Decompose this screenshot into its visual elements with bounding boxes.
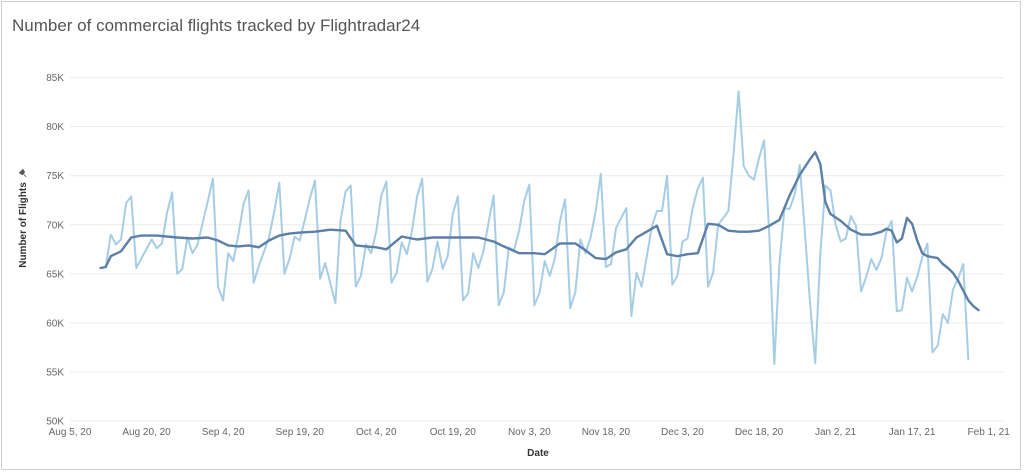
series-lines	[99, 90, 980, 366]
y-tick-label: 50K	[46, 417, 64, 428]
x-tick-label: Dec 3, 20	[661, 427, 704, 438]
x-tick-label: Jan 17, 21	[889, 427, 936, 438]
chart-title: Number of commercial flights tracked by …	[12, 16, 421, 35]
y-tick-label: 60K	[46, 318, 64, 329]
y-tick-label: 85K	[46, 73, 64, 84]
x-tick-label: Nov 3, 20	[508, 427, 551, 438]
x-axis-title: Date	[527, 448, 549, 459]
y-tick-label: 70K	[46, 220, 64, 231]
x-tick-label: Sep 19, 20	[275, 427, 324, 438]
x-tick-label: Nov 18, 20	[582, 427, 631, 438]
series-line-trend	[99, 150, 980, 312]
y-tick-label: 75K	[46, 171, 64, 182]
x-tick-label: Oct 4, 20	[356, 427, 397, 438]
x-tick-label: Dec 18, 20	[735, 427, 784, 438]
y-tick-label: 65K	[46, 269, 64, 280]
y-tick-labels: 50K 55K 60K 65K 70K 75K 80K 85K	[46, 73, 64, 427]
y-tick-label: 55K	[46, 367, 64, 378]
y-tick-label: 80K	[46, 122, 64, 133]
x-tick-label: Oct 19, 20	[430, 427, 477, 438]
gridlines	[70, 77, 1004, 422]
series-line-daily	[99, 90, 970, 366]
y-axis-title: Number of Flights	[18, 182, 29, 268]
pin-icon[interactable]	[18, 168, 29, 179]
x-tick-labels: Aug 5, 20 Aug 20, 20 Sep 4, 20 Sep 19, 20 Oc…	[49, 427, 1011, 438]
x-tick-label: Jan 2, 21	[815, 427, 857, 438]
x-tick-label: Sep 4, 20	[202, 427, 245, 438]
x-tick-label: Aug 20, 20	[122, 427, 171, 438]
y-axis-title-group: Number of Flights	[18, 168, 29, 268]
x-tick-label: Feb 1, 21	[968, 427, 1011, 438]
x-tick-label: Aug 5, 20	[49, 427, 92, 438]
